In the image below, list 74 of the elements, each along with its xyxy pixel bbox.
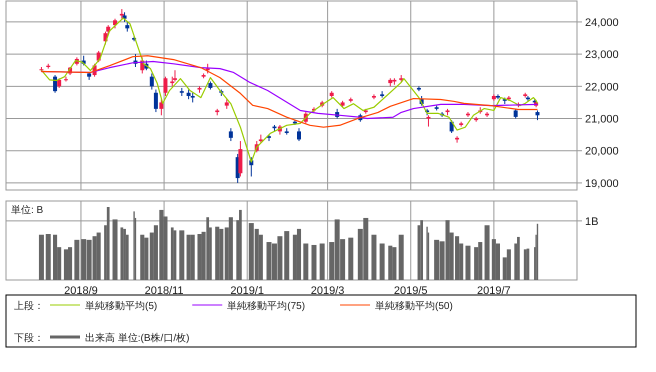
legend-title: 下段： — [14, 332, 44, 344]
candlestick — [228, 128, 233, 142]
candlestick — [159, 98, 164, 116]
candlestick — [163, 76, 168, 96]
bar — [303, 244, 308, 280]
candlestick — [154, 89, 158, 113]
legend-label: 出来高 単位:(B株/口/枚) — [85, 332, 190, 344]
bar — [492, 239, 496, 280]
bar — [179, 230, 184, 280]
x-tick-label: 2019/1 — [230, 285, 264, 297]
bar — [123, 228, 126, 280]
bar — [190, 234, 195, 280]
legend-title: 上段： — [14, 300, 44, 312]
y-tick-label: 23,000 — [585, 49, 619, 62]
annotation: 単位: B — [11, 204, 44, 216]
bar — [53, 234, 58, 280]
candlestick — [296, 128, 301, 142]
ref-line-label: 1B — [585, 216, 598, 228]
bar — [392, 247, 396, 280]
bar — [388, 246, 392, 280]
legend-label: 単純移動平均(5) — [85, 300, 158, 312]
line-series — [40, 55, 538, 128]
bar — [96, 232, 101, 280]
bar — [140, 234, 144, 280]
candlestick — [186, 89, 191, 100]
bar — [197, 234, 202, 280]
bar — [526, 248, 530, 280]
x-tick-label: 2019/3 — [310, 285, 344, 297]
candlestick — [125, 21, 130, 32]
bar — [112, 219, 118, 280]
bar — [186, 234, 191, 280]
candlestick — [120, 8, 124, 20]
legend-label: 単純移動平均(50) — [375, 300, 453, 312]
candlestick — [450, 120, 454, 134]
candlestick — [190, 92, 195, 103]
bar — [239, 210, 242, 280]
bar — [465, 246, 470, 280]
bar — [484, 225, 490, 280]
bar — [478, 242, 482, 280]
bar — [517, 236, 520, 280]
bar — [348, 238, 354, 280]
bar — [524, 249, 527, 280]
y-tick-label: 24,000 — [585, 16, 619, 29]
x-tick-label: 2019/5 — [394, 285, 428, 297]
bar — [170, 227, 174, 280]
bar — [371, 234, 376, 280]
legend-label: 単純移動平均(75) — [227, 300, 306, 312]
bar — [311, 244, 316, 280]
bar — [215, 226, 220, 280]
candlestick — [514, 108, 518, 120]
candlestick — [224, 98, 229, 110]
bar — [320, 244, 325, 280]
bar — [296, 228, 302, 280]
bar — [68, 247, 72, 280]
candlestick — [53, 74, 58, 94]
candlestick — [535, 110, 540, 121]
bar — [120, 227, 124, 280]
bar — [228, 217, 233, 280]
x-tick-label: 2018/11 — [144, 285, 184, 297]
bar — [174, 230, 176, 280]
x-tick-label: 2019/7 — [477, 285, 511, 297]
y-tick-label: 22,000 — [585, 81, 619, 94]
candlestick — [57, 78, 62, 88]
y-tick-label: 21,000 — [585, 114, 619, 126]
x-tick-label: 2018/9 — [64, 285, 98, 297]
bar — [106, 207, 110, 280]
bar — [380, 244, 385, 280]
y-tick-label: 20,000 — [585, 146, 619, 158]
bar — [420, 220, 424, 280]
bar — [506, 249, 511, 280]
bar — [64, 249, 68, 280]
bar — [398, 234, 404, 280]
y-tick-label: 19,000 — [585, 178, 619, 190]
candlestick — [150, 72, 154, 90]
